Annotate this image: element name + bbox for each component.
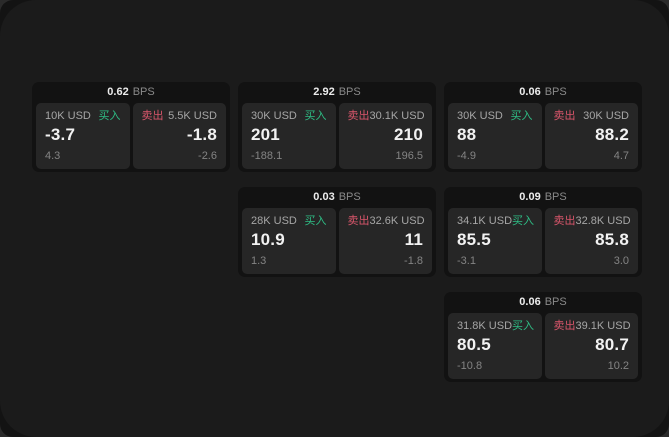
sell-panel[interactable]: 卖出 30.1K USD 210 196.5 xyxy=(338,103,432,169)
buy-panel[interactable]: 34.1K USD 买入 85.5 -3.1 xyxy=(448,208,542,274)
sell-amount: 39.1K USD xyxy=(575,320,631,332)
sell-label: 卖出 xyxy=(141,110,164,122)
bps-unit-label: BPS xyxy=(544,191,567,203)
sell-price: 85.8 xyxy=(595,230,629,249)
card-header: 0.09 BPS xyxy=(444,187,642,208)
buy-label: 买入 xyxy=(512,320,535,332)
sell-label: 卖出 xyxy=(347,215,370,227)
quote-card[interactable]: 0.06 BPS 31.8K USD 买入 80.5 -10.8 卖出 39.1… xyxy=(444,292,642,382)
sell-amount: 30.1K USD xyxy=(369,110,425,122)
buy-amount: 28K USD xyxy=(251,215,297,227)
sell-change: 10.2 xyxy=(607,360,629,372)
quote-card[interactable]: 2.92 BPS 30K USD 买入 201 -188.1 卖出 30.1K … xyxy=(238,82,436,172)
buy-panel[interactable]: 31.8K USD 买入 80.5 -10.8 xyxy=(448,313,542,379)
sell-panel[interactable]: 卖出 5.5K USD -1.8 -2.6 xyxy=(132,103,226,169)
card-header: 0.06 BPS xyxy=(444,82,642,103)
sell-amount: 30K USD xyxy=(583,110,629,122)
sell-panel[interactable]: 卖出 30K USD 88.2 4.7 xyxy=(544,103,638,169)
sell-amount: 5.5K USD xyxy=(168,110,217,122)
bps-value: 0.62 xyxy=(107,86,129,98)
buy-price: 10.9 xyxy=(251,230,285,249)
sell-price: 210 xyxy=(394,125,423,144)
buy-price: 88 xyxy=(457,125,477,144)
bps-unit-label: BPS xyxy=(132,86,155,98)
sell-panel[interactable]: 卖出 39.1K USD 80.7 10.2 xyxy=(544,313,638,379)
sell-price: 88.2 xyxy=(595,125,629,144)
bps-unit-label: BPS xyxy=(338,191,361,203)
buy-panel[interactable]: 10K USD 买入 -3.7 4.3 xyxy=(36,103,130,169)
buy-panel[interactable]: 30K USD 买入 201 -188.1 xyxy=(242,103,336,169)
buy-change: -3.1 xyxy=(457,255,476,267)
buy-amount: 34.1K USD xyxy=(457,215,513,227)
sell-amount: 32.6K USD xyxy=(369,215,425,227)
card-header: 0.03 BPS xyxy=(238,187,436,208)
buy-change: -188.1 xyxy=(251,150,283,162)
quote-card[interactable]: 0.06 BPS 30K USD 买入 88 -4.9 卖出 30K USD xyxy=(444,82,642,172)
sell-price: 11 xyxy=(404,230,423,249)
card-header: 2.92 BPS xyxy=(238,82,436,103)
sell-change: -1.8 xyxy=(404,255,423,267)
sell-change: -2.6 xyxy=(198,150,217,162)
bps-value: 0.09 xyxy=(519,191,541,203)
buy-price: -3.7 xyxy=(45,125,76,144)
buy-amount: 31.8K USD xyxy=(457,320,513,332)
sell-panel[interactable]: 卖出 32.8K USD 85.8 3.0 xyxy=(544,208,638,274)
sell-price: -1.8 xyxy=(186,125,217,144)
sell-change: 3.0 xyxy=(613,255,629,267)
buy-amount: 10K USD xyxy=(45,110,91,122)
bps-value: 0.03 xyxy=(313,191,335,203)
sell-label: 卖出 xyxy=(553,110,576,122)
buy-label: 买入 xyxy=(510,110,533,122)
buy-price: 80.5 xyxy=(457,335,491,354)
buy-change: 4.3 xyxy=(45,150,61,162)
sell-label: 卖出 xyxy=(553,320,576,332)
sell-change: 196.5 xyxy=(395,150,423,162)
buy-label: 买入 xyxy=(512,215,535,227)
sell-price: 80.7 xyxy=(595,335,629,354)
card-header: 0.06 BPS xyxy=(444,292,642,313)
sell-label: 卖出 xyxy=(347,110,370,122)
bps-unit-label: BPS xyxy=(338,86,361,98)
buy-price: 201 xyxy=(251,125,280,144)
buy-amount: 30K USD xyxy=(251,110,297,122)
buy-label: 买入 xyxy=(98,110,121,122)
quote-card[interactable]: 0.03 BPS 28K USD 买入 10.9 1.3 卖出 32.6K US… xyxy=(238,187,436,277)
card-header: 0.62 BPS xyxy=(32,82,230,103)
sell-amount: 32.8K USD xyxy=(575,215,631,227)
sell-change: 4.7 xyxy=(613,150,629,162)
buy-panel[interactable]: 30K USD 买入 88 -4.9 xyxy=(448,103,542,169)
buy-label: 买入 xyxy=(304,215,327,227)
bps-unit-label: BPS xyxy=(544,86,567,98)
buy-label: 买入 xyxy=(304,110,327,122)
buy-amount: 30K USD xyxy=(457,110,503,122)
buy-panel[interactable]: 28K USD 买入 10.9 1.3 xyxy=(242,208,336,274)
buy-price: 85.5 xyxy=(457,230,491,249)
bps-value: 0.06 xyxy=(519,296,541,308)
bps-value: 0.06 xyxy=(519,86,541,98)
buy-change: 1.3 xyxy=(251,255,267,267)
quote-card[interactable]: 0.62 BPS 10K USD 买入 -3.7 4.3 卖出 5.5K USD xyxy=(32,82,230,172)
buy-change: -10.8 xyxy=(457,360,483,372)
bps-unit-label: BPS xyxy=(544,296,567,308)
sell-label: 卖出 xyxy=(553,215,576,227)
buy-change: -4.9 xyxy=(457,150,476,162)
bps-value: 2.92 xyxy=(313,86,335,98)
quote-card[interactable]: 0.09 BPS 34.1K USD 买入 85.5 -3.1 卖出 32.8K… xyxy=(444,187,642,277)
sell-panel[interactable]: 卖出 32.6K USD 11 -1.8 xyxy=(338,208,432,274)
